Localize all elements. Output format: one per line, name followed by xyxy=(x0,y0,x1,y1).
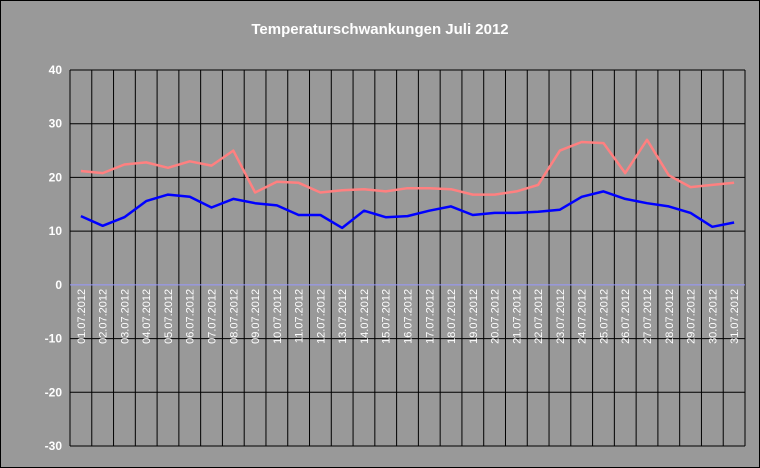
x-tick-label: 23.07.2012 xyxy=(555,289,567,344)
chart-title: Temperaturschwankungen Juli 2012 xyxy=(251,21,508,38)
x-tick-label: 15.07.2012 xyxy=(381,289,393,344)
y-tick-label: -30 xyxy=(45,439,63,453)
x-tick-label: 29.07.2012 xyxy=(686,289,698,344)
x-tick-label: 10.07.2012 xyxy=(272,289,284,344)
x-tick-label: 07.07.2012 xyxy=(207,289,219,344)
x-tick-label: 30.07.2012 xyxy=(707,289,719,344)
x-tick-label: 06.07.2012 xyxy=(185,289,197,344)
x-tick-label: 02.07.2012 xyxy=(98,289,110,344)
x-tick-label: 14.07.2012 xyxy=(359,289,371,344)
x-tick-label: 20.07.2012 xyxy=(490,289,502,344)
x-tick-label: 25.07.2012 xyxy=(598,289,610,344)
x-tick-label: 13.07.2012 xyxy=(337,289,349,344)
x-tick-label: 04.07.2012 xyxy=(141,289,153,344)
plot-area: 40 30 20 10 0 -10 -20 -30 01.07.2012 02.07.2012 03… xyxy=(45,63,746,453)
x-tick-label: 11.07.2012 xyxy=(294,289,306,343)
y-tick-label: -20 xyxy=(45,385,63,399)
x-tick-label: 05.07.2012 xyxy=(163,289,175,344)
x-tick-label: 17.07.2012 xyxy=(424,289,436,344)
series-line-1 xyxy=(80,138,735,196)
y-tick-label: 40 xyxy=(49,63,63,77)
x-tick-label: 01.07.2012 xyxy=(76,289,88,344)
x-tick-label: 18.07.2012 xyxy=(446,289,458,344)
x-tick-label: 21.07.2012 xyxy=(511,289,523,344)
x-tick-label: 03.07.2012 xyxy=(119,289,131,344)
series-line-2 xyxy=(80,190,735,230)
x-tick-label: 24.07.2012 xyxy=(577,289,589,344)
x-tick-label: 26.07.2012 xyxy=(620,289,632,344)
x-tick-label: 27.07.2012 xyxy=(642,289,654,344)
x-tick-label: 28.07.2012 xyxy=(664,289,676,344)
y-tick-label: 10 xyxy=(49,224,63,238)
x-tick-label: 08.07.2012 xyxy=(228,289,240,344)
x-tick-label: 09.07.2012 xyxy=(250,289,262,344)
y-tick-label: 30 xyxy=(49,117,63,131)
x-tick-label: 16.07.2012 xyxy=(403,289,415,344)
x-tick-label: 31.07.2012 xyxy=(729,289,741,344)
x-tick-label: 19.07.2012 xyxy=(468,289,480,344)
x-tick-label: 12.07.2012 xyxy=(315,289,327,344)
y-tick-label: -10 xyxy=(45,332,63,346)
x-tick-label: 22.07.2012 xyxy=(533,289,545,344)
y-tick-label: 0 xyxy=(55,278,62,292)
y-tick-label: 20 xyxy=(49,170,63,184)
